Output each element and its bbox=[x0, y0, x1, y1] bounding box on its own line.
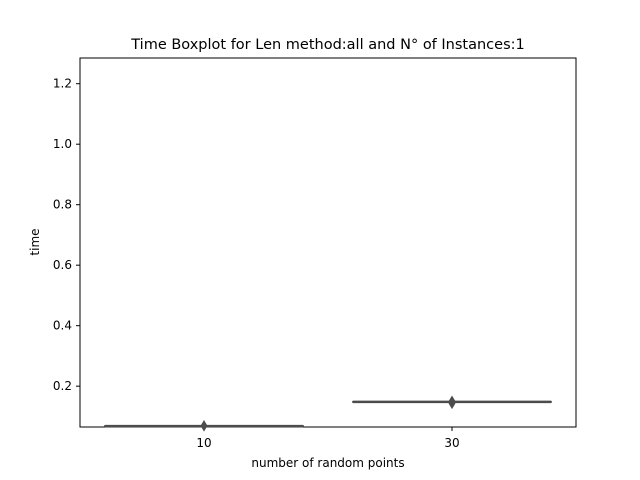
box-30 bbox=[352, 395, 552, 410]
y-tick-label: 0.8 bbox=[53, 198, 72, 212]
y-tick-label: 0.4 bbox=[53, 319, 72, 333]
box-series bbox=[104, 395, 552, 432]
x-axis-ticks: 10 30 bbox=[196, 427, 460, 450]
outlier-point bbox=[200, 420, 208, 432]
x-axis-label: number of random points bbox=[251, 456, 404, 470]
y-axis-label: time bbox=[28, 228, 42, 255]
plot-area bbox=[79, 57, 577, 428]
y-tick-label: 0.6 bbox=[53, 258, 72, 272]
box-10 bbox=[104, 420, 304, 432]
chart-title: Time Boxplot for Len method:all and N° o… bbox=[130, 37, 525, 53]
y-tick-label: 1.2 bbox=[53, 77, 72, 91]
x-tick-label: 10 bbox=[196, 436, 211, 450]
y-tick-label: 0.2 bbox=[53, 379, 72, 393]
y-tick-label: 1.0 bbox=[53, 137, 72, 151]
x-tick-label: 30 bbox=[444, 436, 459, 450]
outlier-point bbox=[448, 397, 456, 410]
y-axis-ticks: 0.2 0.4 0.6 0.8 1.0 1.2 bbox=[53, 77, 80, 393]
